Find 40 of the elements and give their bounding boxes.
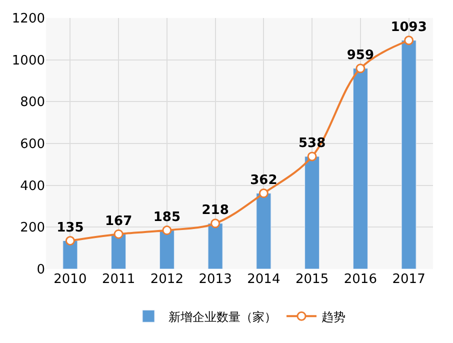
point <box>65 236 75 246</box>
data-label: 135 <box>56 220 84 236</box>
x-tick-label: 2015 <box>296 272 329 287</box>
x-tick-label: 2012 <box>150 272 184 287</box>
point <box>114 229 124 239</box>
data-label: 185 <box>153 210 181 226</box>
point <box>210 218 220 228</box>
bar <box>352 68 368 269</box>
x-tick-label: 2013 <box>198 272 232 287</box>
x-tick-label: 2011 <box>102 272 136 287</box>
x-tick-label: 2017 <box>392 272 426 287</box>
y-tick-label: 400 <box>20 178 45 194</box>
bar <box>159 230 174 269</box>
bar <box>208 223 223 269</box>
y-tick-label: 1000 <box>12 53 45 68</box>
x-tick-label: 2010 <box>54 272 87 287</box>
y-tick-label: 0 <box>36 262 45 278</box>
y-tick-label: 1200 <box>12 12 45 27</box>
bar <box>401 40 416 269</box>
bar <box>62 240 78 269</box>
y-tick-label: 600 <box>20 137 45 152</box>
legend-label: 新增企业数量（家） <box>168 310 276 324</box>
data-label: 362 <box>250 173 278 188</box>
legend-label: 趋势 <box>322 310 346 324</box>
point <box>356 64 366 74</box>
point <box>258 188 268 198</box>
bar <box>256 193 272 269</box>
data-label: 959 <box>346 48 374 64</box>
point <box>404 36 414 46</box>
data-label: 167 <box>104 214 132 229</box>
data-label: 218 <box>202 203 229 218</box>
point <box>162 226 172 236</box>
x-tick-label: 2014 <box>247 272 280 287</box>
y-tick-label: 200 <box>20 220 45 236</box>
data-label: 1093 <box>390 20 427 36</box>
y-tick-label: 800 <box>20 95 45 110</box>
bar <box>304 156 320 269</box>
x-tick-label: 2016 <box>344 272 377 287</box>
point <box>307 152 317 162</box>
bar <box>111 234 126 269</box>
